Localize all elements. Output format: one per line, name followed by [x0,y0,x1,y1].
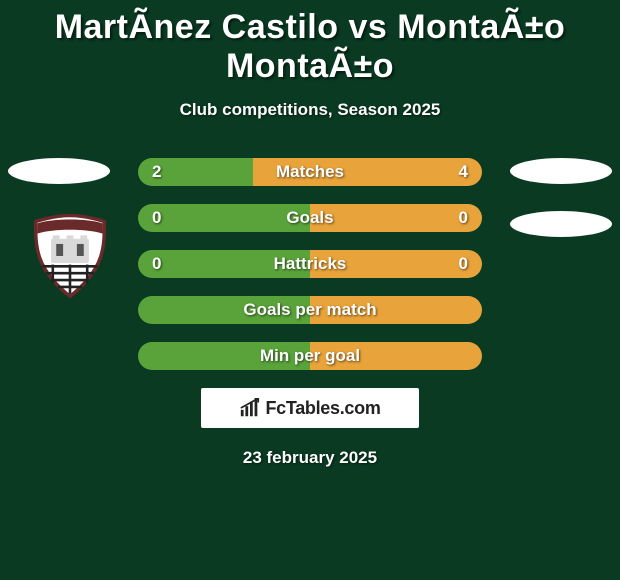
bar-left [138,250,310,278]
stat-row-goals-per-match: Goals per match [138,296,482,324]
stat-row-min-per-goal: Min per goal [138,342,482,370]
stat-row-matches: Matches24 [138,158,482,186]
page-title: MartÃnez Castilo vs MontaÃ±o MontaÃ±o [0,8,620,86]
club-badge [27,213,113,299]
stats-area: Matches24 Goals00 Hattricks00 Goals per mat… [0,158,620,468]
window-2 [77,244,84,256]
bars-icon [239,397,261,419]
bar-left [138,204,310,232]
player-photo-right-placeholder-1 [510,158,612,184]
subtitle: Club competitions, Season 2025 [0,100,620,120]
root: MartÃnez Castilo vs MontaÃ±o MontaÃ±o Cl… [0,0,620,468]
bar-right [310,296,482,324]
bar-right [310,342,482,370]
window-1 [56,244,63,256]
player-photo-left-placeholder [8,158,110,184]
stat-row-goals: Goals00 [138,204,482,232]
bar-left [138,342,310,370]
crenel-3 [80,235,87,242]
bar-right [253,158,482,186]
date-line: 23 february 2025 [0,448,620,468]
bar-right [310,250,482,278]
player-photo-right-placeholder-2 [510,211,612,237]
brand-text: FcTables.com [265,398,380,419]
crenel-1 [53,235,60,242]
bar-right [310,204,482,232]
stat-bars: Matches24 Goals00 Hattricks00 Goals per mat… [138,158,482,370]
bar-left [138,158,253,186]
bar-left [138,296,310,324]
stat-row-hattricks: Hattricks00 [138,250,482,278]
crenel-2 [67,235,74,242]
brand-box[interactable]: FcTables.com [201,388,419,428]
